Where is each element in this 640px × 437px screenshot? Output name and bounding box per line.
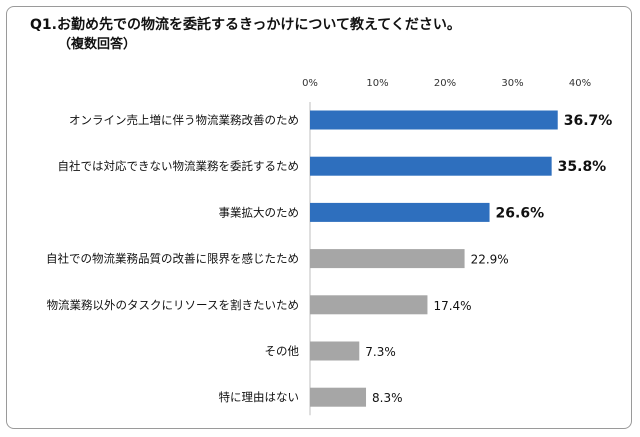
- data-label: 8.3%: [372, 391, 403, 405]
- data-label: 35.8%: [558, 159, 607, 175]
- category-label: 自社での物流業務品質の改善に限界を感じたため: [46, 252, 299, 266]
- data-label: 7.3%: [365, 345, 396, 359]
- data-label: 17.4%: [433, 299, 471, 313]
- category-label: 物流業務以外のタスクにリソースを割きたいため: [47, 298, 299, 312]
- chart-frame: [6, 6, 632, 429]
- bar: [310, 202, 490, 222]
- category-label: 特に理由はない: [219, 390, 300, 404]
- x-tick-label: 20%: [434, 78, 456, 89]
- category-label: オンライン売上増に伴う物流業務改善のため: [69, 113, 299, 127]
- bar: [310, 295, 428, 315]
- x-tick-label: 40%: [569, 78, 591, 89]
- data-label: 36.7%: [564, 113, 613, 129]
- bar: [310, 156, 552, 176]
- bar: [310, 110, 558, 130]
- category-label: 事業拡大のため: [219, 205, 300, 219]
- bar: [310, 249, 465, 269]
- bar: [310, 341, 360, 361]
- chart-subtitle: （複数回答）: [58, 37, 137, 52]
- data-label: 22.9%: [471, 253, 509, 267]
- x-tick-label: 0%: [302, 78, 318, 89]
- x-tick-label: 10%: [366, 78, 388, 89]
- x-tick-label: 30%: [501, 78, 523, 89]
- data-label: 26.6%: [496, 205, 545, 221]
- chart-title: Q1.お勤め先での物流を委託するきっかけについて教えてください。: [30, 17, 461, 33]
- category-label: 自社では対応できない物流業務を委託するため: [58, 159, 300, 173]
- category-label: その他: [265, 344, 300, 358]
- bar: [310, 387, 367, 407]
